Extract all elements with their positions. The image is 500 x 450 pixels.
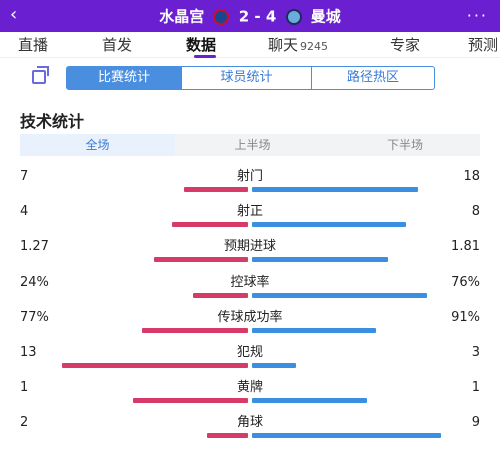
tab-live[interactable]: 直播 bbox=[18, 36, 49, 54]
stat-row: 1.27 预期进球 1.81 bbox=[0, 239, 500, 274]
home-stat-bar bbox=[62, 363, 248, 368]
home-stat-value: 77% bbox=[20, 309, 49, 325]
stat-label: 传球成功率 bbox=[217, 309, 283, 325]
stat-row: 13 犯规 3 bbox=[0, 345, 500, 380]
home-stat-bar bbox=[184, 187, 248, 192]
home-stat-bar bbox=[154, 257, 248, 263]
away-team-name: 曼城 bbox=[310, 7, 341, 26]
tab-predict[interactable]: 预测 bbox=[468, 36, 499, 54]
away-stat-bar bbox=[252, 257, 388, 263]
segment-match-stats[interactable]: 比赛统计 bbox=[66, 66, 182, 90]
home-stat-value: 1 bbox=[20, 380, 29, 396]
away-stat-value: 91% bbox=[451, 309, 480, 325]
away-stat-value: 3 bbox=[471, 345, 480, 360]
stats-segment-control: 比赛统计 球员统计 路径热区 bbox=[0, 66, 500, 90]
stat-label: 犯规 bbox=[236, 345, 263, 360]
share-icon[interactable] bbox=[32, 66, 49, 84]
home-stat-bar bbox=[142, 327, 248, 333]
home-stat-value: 1.27 bbox=[20, 239, 49, 255]
stat-label: 黄牌 bbox=[236, 380, 263, 396]
nav-tabs: 直播 首发 数据 聊天 9245 专家 预测 bbox=[0, 32, 500, 58]
more-icon[interactable]: ··· bbox=[466, 6, 488, 25]
period-first-half[interactable]: 上半场 bbox=[234, 138, 271, 152]
stat-row: 24% 控球率 76% bbox=[0, 275, 500, 310]
segment-path-heatmap[interactable]: 路径热区 bbox=[311, 66, 435, 90]
home-stat-bar bbox=[193, 292, 248, 298]
crystal-palace-crest-icon bbox=[213, 8, 230, 25]
stat-row: 2 角球 9 bbox=[0, 415, 500, 450]
tab-expert[interactable]: 专家 bbox=[390, 36, 421, 54]
home-stat-value: 2 bbox=[20, 415, 29, 431]
away-stat-bar bbox=[252, 363, 296, 368]
back-icon[interactable]: ‹ bbox=[10, 4, 18, 25]
home-team-name: 水晶宫 bbox=[159, 7, 205, 26]
home-stat-bar bbox=[172, 222, 248, 228]
segment-player-stats[interactable]: 球员统计 bbox=[181, 66, 312, 90]
away-stat-bar bbox=[252, 292, 427, 298]
home-stat-value: 24% bbox=[20, 274, 49, 290]
home-stat-value: 7 bbox=[20, 169, 29, 184]
home-stat-bar bbox=[133, 398, 248, 404]
section-title: 技术统计 bbox=[20, 112, 85, 131]
stat-label: 控球率 bbox=[230, 274, 270, 290]
stat-label: 射正 bbox=[236, 204, 263, 220]
active-tab-indicator bbox=[194, 55, 216, 58]
period-second-half[interactable]: 下半场 bbox=[386, 138, 423, 152]
stat-row: 1 黄牌 1 bbox=[0, 380, 500, 415]
manchester-city-crest-icon bbox=[285, 8, 302, 25]
period-selector: 全场 上半场 下半场 bbox=[20, 134, 480, 156]
stat-label: 角球 bbox=[236, 415, 263, 431]
period-full-match[interactable]: 全场 bbox=[20, 134, 175, 156]
away-stat-value: 8 bbox=[471, 204, 480, 220]
match-title: 水晶宫 2 - 4 曼城 bbox=[0, 6, 500, 27]
away-stat-value: 1 bbox=[471, 380, 480, 396]
match-score: 2 - 4 bbox=[238, 7, 277, 26]
away-stat-value: 9 bbox=[471, 415, 480, 431]
stat-label: 射门 bbox=[236, 169, 263, 184]
stat-row: 77% 传球成功率 91% bbox=[0, 310, 500, 345]
tab-data[interactable]: 数据 bbox=[186, 36, 217, 54]
away-stat-bar bbox=[252, 327, 376, 333]
stat-row: 4 射正 8 bbox=[0, 204, 500, 239]
away-stat-value: 76% bbox=[451, 274, 480, 290]
away-stat-bar bbox=[252, 187, 418, 192]
tab-lineup[interactable]: 首发 bbox=[102, 36, 133, 54]
home-stat-value: 13 bbox=[20, 345, 37, 360]
stat-row: 7 射门 18 bbox=[0, 169, 500, 204]
tab-chat[interactable]: 聊天 9245 bbox=[268, 36, 329, 54]
home-stat-value: 4 bbox=[20, 204, 29, 220]
stat-label: 预期进球 bbox=[223, 239, 276, 255]
away-stat-bar bbox=[252, 398, 367, 404]
away-stat-bar bbox=[252, 433, 441, 439]
away-stat-value: 1.81 bbox=[451, 239, 480, 255]
home-stat-bar bbox=[207, 433, 248, 439]
match-header: ‹ 水晶宫 2 - 4 曼城 ··· bbox=[0, 0, 500, 32]
away-stat-bar bbox=[252, 222, 406, 228]
away-stat-value: 18 bbox=[463, 169, 480, 184]
